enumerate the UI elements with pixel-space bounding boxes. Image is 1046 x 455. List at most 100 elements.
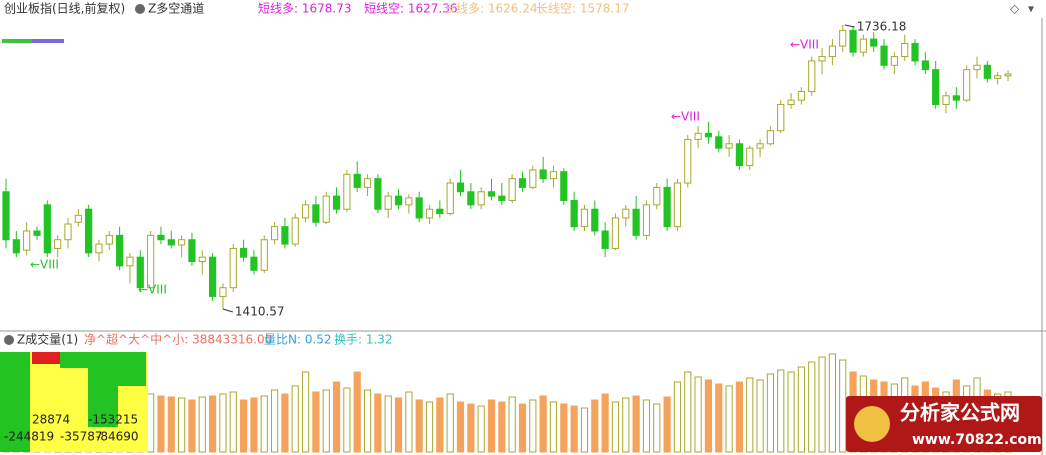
candle-body <box>973 64 981 71</box>
candle-body <box>446 182 454 215</box>
indicator-name: Z多空通道 <box>148 2 204 16</box>
high-pointer <box>844 24 855 28</box>
volume-bar <box>384 395 392 453</box>
volume-bar <box>642 399 651 453</box>
candle-body <box>756 143 764 149</box>
candle-body <box>963 69 971 101</box>
signal-label: ←VIII <box>138 283 167 297</box>
candle-body <box>384 195 392 210</box>
volume-bar <box>818 356 826 453</box>
candle-body <box>632 208 640 236</box>
decor-bar <box>32 39 64 43</box>
volume-bar <box>425 401 434 453</box>
volume-bar <box>539 395 547 453</box>
volume-bar <box>529 399 537 453</box>
volume-bar <box>260 395 268 453</box>
candle-body <box>787 99 795 106</box>
candle-body <box>746 147 754 167</box>
volume-bar <box>673 381 682 453</box>
volume-bar <box>178 397 186 453</box>
volume-bar <box>270 389 279 453</box>
volume-bar <box>725 385 733 453</box>
candle-body <box>157 234 165 241</box>
volume-bar <box>405 391 413 453</box>
candle-body <box>777 104 785 132</box>
watermark-bg <box>846 396 1042 452</box>
volume-bar <box>756 379 764 453</box>
candle-body <box>932 69 940 106</box>
watermark-url: www.70822.com <box>912 432 1042 448</box>
candle-body <box>394 195 403 206</box>
volume-bar <box>467 403 475 453</box>
volume-bar <box>632 395 640 453</box>
chart-title: 创业板指(日线,前复权) <box>4 1 125 16</box>
candle-body <box>178 239 186 246</box>
volume-bar <box>446 393 454 453</box>
candle-body <box>622 208 630 219</box>
volume-bar <box>498 401 506 453</box>
candle-body <box>188 239 196 263</box>
candle-body <box>425 208 434 219</box>
volume-bar <box>353 371 361 453</box>
candle-body <box>663 186 671 228</box>
candle-body <box>64 223 72 241</box>
volume-bar <box>167 396 175 453</box>
volume-bar <box>797 366 806 453</box>
volume-bar <box>219 393 227 453</box>
volume-bar <box>694 376 702 453</box>
candle-body <box>312 204 320 223</box>
watermark-logo <box>854 406 890 442</box>
candle-body <box>343 173 351 210</box>
volume-bar <box>787 371 795 453</box>
menu-icon[interactable]: ▾ <box>1028 2 1034 16</box>
candle-body <box>23 230 31 251</box>
watermark-name: 分析家公式网 <box>900 401 1020 425</box>
candle-body <box>54 239 62 249</box>
volume-bar <box>777 369 785 453</box>
volume-bar <box>343 387 351 453</box>
candle-body <box>456 182 465 193</box>
candle-body <box>74 214 82 223</box>
candle-body <box>828 45 836 58</box>
volume-ratio: 量比N: 0.52 <box>264 333 332 347</box>
volume-bar <box>291 385 299 453</box>
volume-bar <box>663 396 671 453</box>
volume-bar <box>684 371 692 453</box>
candle-body <box>580 208 589 228</box>
volume-bar <box>198 396 206 453</box>
volume-bar <box>332 381 341 453</box>
volume-bar <box>188 399 196 453</box>
candle-body <box>291 217 299 245</box>
candle-body <box>281 226 289 245</box>
candle-body <box>322 195 330 223</box>
signal-label: ←VIII <box>30 258 59 272</box>
candle-body <box>43 204 51 254</box>
volume-bar <box>715 383 723 453</box>
candle-body <box>560 171 568 201</box>
high-label: 1736.18 <box>857 19 907 33</box>
candle-body <box>363 178 372 188</box>
volume-bar <box>808 361 816 453</box>
indicator-icon[interactable] <box>135 4 145 14</box>
volume-bar <box>518 403 527 453</box>
candle-body <box>239 247 248 258</box>
candle-body <box>611 217 620 249</box>
flow-value: -244819 <box>4 430 54 444</box>
volume-bar <box>301 371 310 453</box>
decor-bar <box>2 39 32 43</box>
volume-bar <box>250 397 258 453</box>
volume-bar <box>560 403 568 453</box>
collapse-icon[interactable]: ◇ <box>1010 2 1020 16</box>
candle-body <box>467 191 475 206</box>
indicator-icon[interactable] <box>4 335 14 345</box>
candle-body <box>1004 73 1012 77</box>
volume-bar <box>601 393 609 453</box>
candle-body <box>725 143 733 149</box>
candle-body <box>942 95 950 106</box>
candle-body <box>436 208 444 215</box>
candle-body <box>260 239 268 271</box>
flow-box <box>32 352 60 364</box>
candle-body <box>415 197 423 219</box>
candle-body <box>229 247 237 289</box>
candle-body <box>12 239 20 254</box>
